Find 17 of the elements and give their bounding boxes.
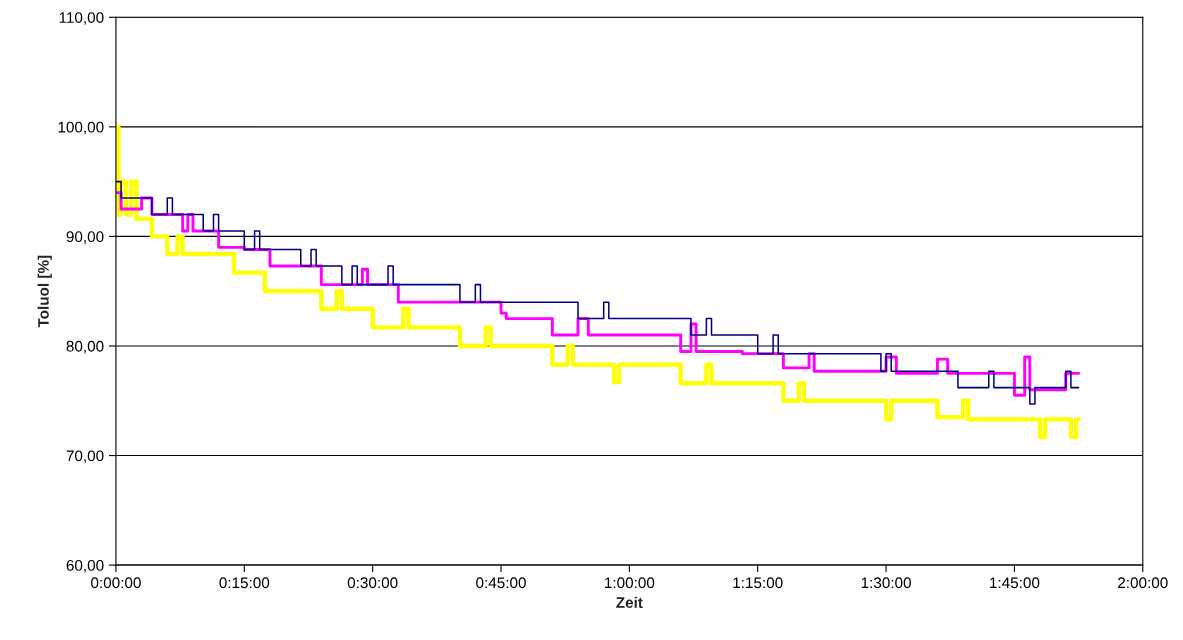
x-tick-label: 0:00:00 (91, 577, 141, 589)
y-tick-label: 110,00 (59, 12, 104, 25)
x-tick-label: 1:30:00 (861, 577, 911, 589)
y-tick-label: 90,00 (66, 231, 104, 244)
x-tick-label: 2:00:00 (1118, 577, 1168, 589)
y-axis-title: Toluol [%] (37, 255, 52, 328)
x-tick-label: 0:15:00 (219, 577, 270, 589)
y-tick-label: 80,00 (66, 340, 104, 354)
x-tick-label: 0:30:00 (347, 577, 398, 589)
x-tick-label: 0:45:00 (476, 577, 526, 589)
x-tick-label: 1:45:00 (990, 577, 1040, 589)
x-tick-label: 1:15:00 (733, 577, 783, 589)
x-tick-label: 1:00:00 (605, 577, 655, 589)
y-tick-label: 70,00 (66, 450, 104, 464)
x-axis-title: Zeit (616, 596, 643, 608)
y-tick-label: 100,00 (58, 121, 104, 135)
y-tick-label: 60,00 (66, 559, 104, 573)
